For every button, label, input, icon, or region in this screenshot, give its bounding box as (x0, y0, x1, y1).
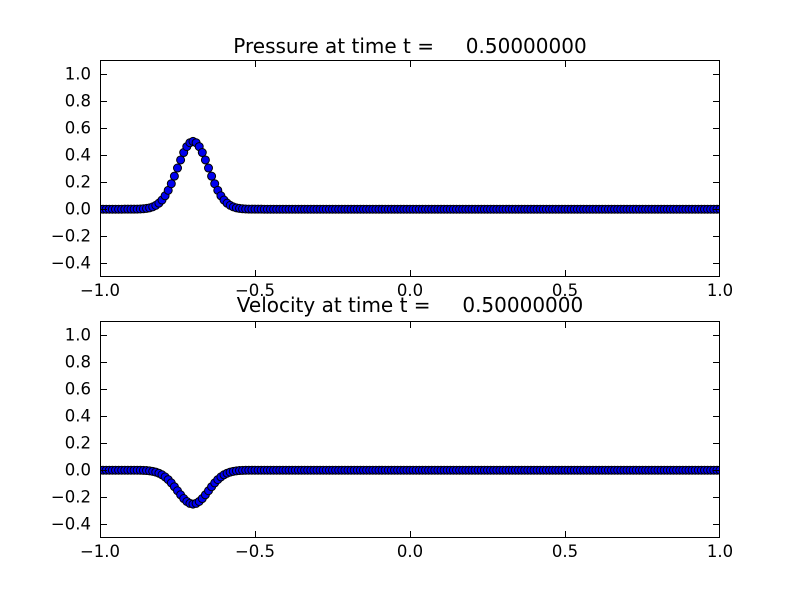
pressure-data-point-marker (207, 171, 217, 181)
y-tick-label: 1.0 (64, 64, 91, 84)
y-tick-label: −0.2 (50, 487, 91, 507)
y-tick-label: 0.2 (64, 433, 91, 453)
x-tick-label: −0.5 (234, 542, 276, 561)
y-tick-label: −0.4 (50, 514, 91, 534)
y-tick-label: 0.8 (64, 352, 91, 372)
pressure-data-line (100, 140, 720, 210)
pressure-plot-title: Pressure at time t = 0.50000000 (233, 34, 587, 58)
pressure-data-point-marker (204, 163, 213, 173)
y-tick-label: 0.0 (64, 199, 91, 219)
x-tick-label: 0.0 (396, 281, 424, 300)
plot-spines (100, 60, 720, 277)
pressure-data-point-marker (200, 155, 210, 165)
x-tick-label: −1.0 (79, 281, 121, 300)
velocity-plot-area (100, 321, 720, 538)
y-tick-label: 0.2 (64, 172, 91, 192)
velocity-plot-title: Velocity at time t = 0.50000000 (236, 293, 584, 317)
plot-spines (100, 321, 720, 538)
x-tick-label: 1.0 (706, 542, 734, 561)
pressure-axes: −1.0 −0.5 0.0 0.5 1.0 1.0 0.8 0.6 0.4 0.2 0.0 −0.2 −… (51, 60, 733, 299)
y-tick-label: 1.0 (64, 325, 91, 345)
y-tick-label: −0.2 (50, 226, 91, 246)
y-tick-label: 0.8 (64, 91, 91, 111)
velocity-axes: −1.0 −0.5 0.0 0.5 1.0 1.0 0.8 0.6 0.4 0.2 0.0 −0.2 −… (51, 321, 733, 560)
pressure-data-point-marker (169, 171, 179, 181)
y-tick-label: 0.4 (64, 145, 91, 165)
pressure-data-point-marker (173, 163, 182, 173)
pressure-data-point-marker (197, 148, 207, 158)
x-tick-label: −1.0 (79, 542, 121, 561)
pressure-data-point-marker (176, 155, 186, 165)
y-tick-label: 0.4 (64, 406, 91, 426)
y-tick-label: −0.4 (50, 253, 91, 273)
pressure-data-point-marker (166, 179, 176, 189)
pressure-plot-area (100, 60, 720, 277)
y-tick-label: 0.6 (64, 118, 91, 138)
y-tick-label: 0.6 (64, 379, 91, 399)
x-tick-label: 0.0 (396, 542, 424, 561)
x-tick-label: 0.5 (551, 542, 579, 561)
x-tick-label: 0.5 (551, 281, 579, 300)
x-tick-label: 1.0 (706, 281, 734, 300)
y-tick-label: 0.0 (64, 460, 91, 480)
x-tick-label: −0.5 (234, 281, 276, 300)
velocity-data-line (100, 469, 720, 505)
